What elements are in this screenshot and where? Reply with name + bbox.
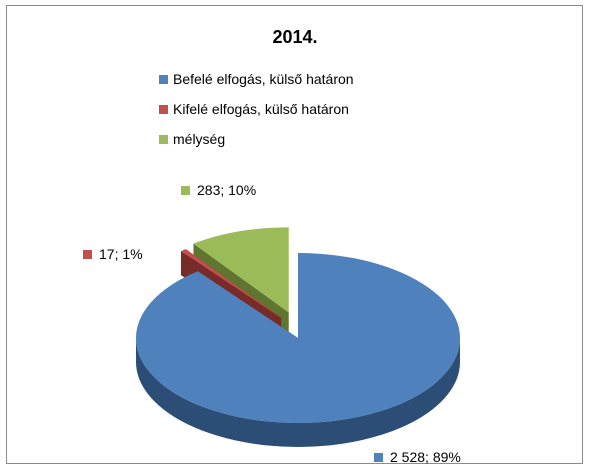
data-label-text-outbound-external: 17; 1% <box>99 246 143 262</box>
data-label-swatch-inbound-external <box>374 452 383 462</box>
chart-legend: Befelé elfogás, külső határon Kifelé elf… <box>159 64 354 154</box>
data-label-text-inbound-external: 2 528; 89% <box>390 449 461 465</box>
data-label-swatch-outbound-external <box>83 249 92 259</box>
data-label-inbound-external: 2 528; 89% <box>374 449 461 465</box>
pie-slice-inbound-external <box>135 253 460 447</box>
pie-slice-top-depth <box>193 227 289 313</box>
data-label-text-depth: 283; 10% <box>197 182 257 198</box>
pie-slice-top-outbound-external <box>180 249 282 318</box>
legend-swatch-outbound-external <box>159 104 168 114</box>
pie-slice-side-inbound-external <box>136 338 460 447</box>
legend-swatch-depth <box>159 134 168 144</box>
legend-item-outbound-external: Kifelé elfogás, külső határon <box>159 94 354 124</box>
legend-label-depth: mélység <box>173 131 226 147</box>
pie-slice-top-inbound-external <box>135 253 460 423</box>
legend-swatch-inbound-external <box>159 74 168 84</box>
data-label-swatch-depth <box>181 185 190 195</box>
legend-item-inbound-external: Befelé elfogás, külső határon <box>159 64 354 94</box>
legend-item-depth: mélység <box>159 124 354 154</box>
data-label-depth: 283; 10% <box>181 182 256 198</box>
legend-label-inbound-external: Befelé elfogás, külső határon <box>173 71 354 87</box>
chart-title: 2014. <box>272 27 318 47</box>
data-label-outbound-external: 17; 1% <box>83 246 143 262</box>
legend-label-outbound-external: Kifelé elfogás, külső határon <box>173 101 349 117</box>
